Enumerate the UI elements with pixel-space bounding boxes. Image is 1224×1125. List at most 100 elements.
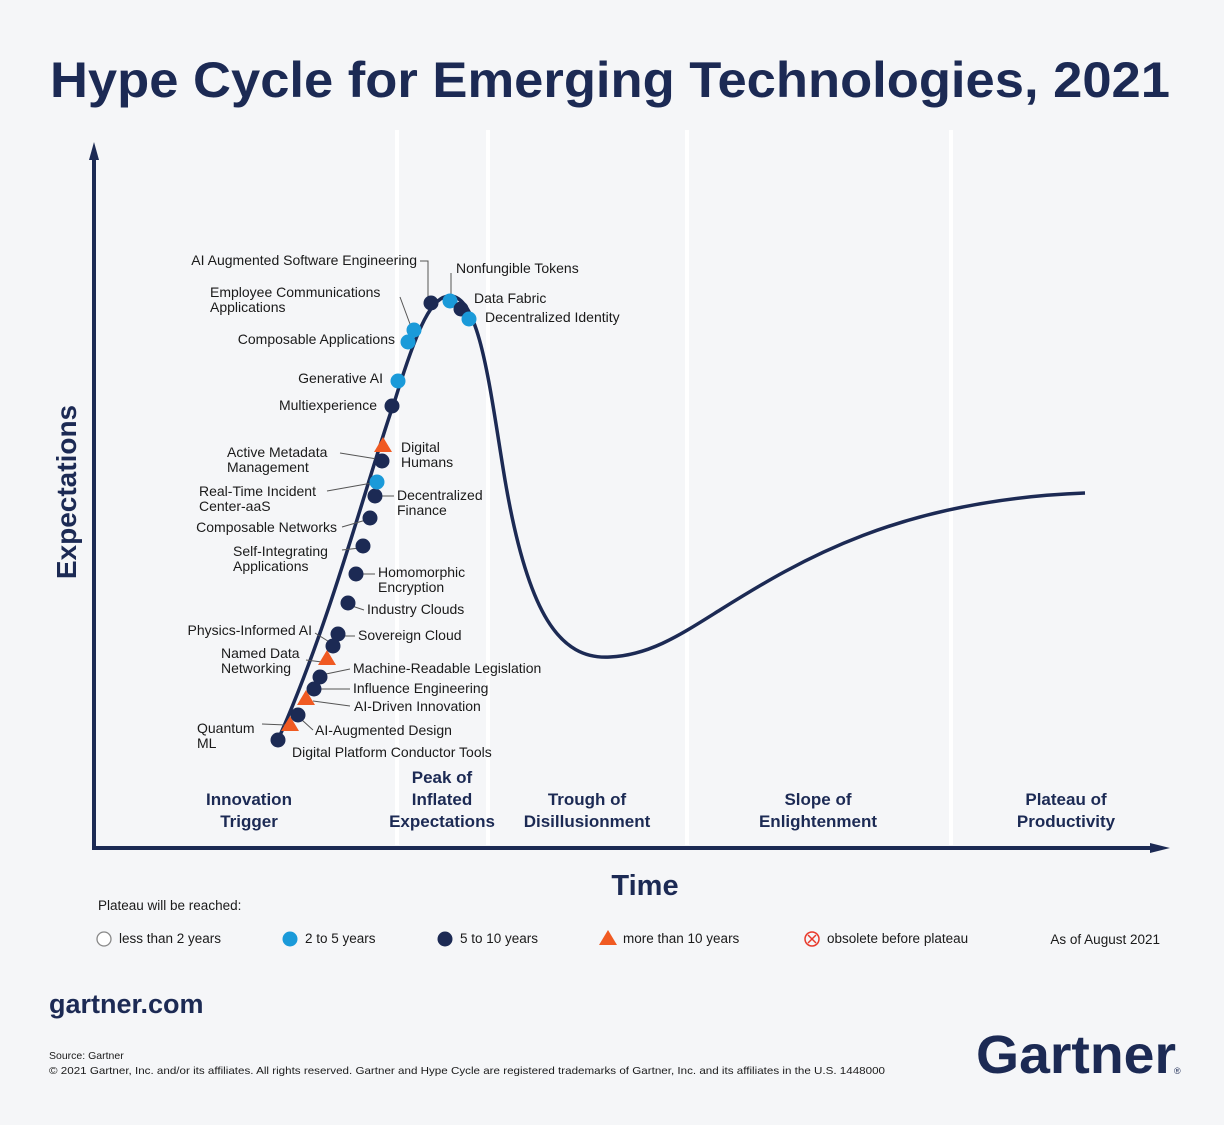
point-marker [461, 311, 477, 327]
legend-marker-triangle [599, 930, 617, 945]
y-axis-label: Expectations [51, 405, 82, 579]
technology-label: Data Fabric [474, 290, 546, 306]
phase-label: Expectations [389, 812, 495, 831]
technology-label: Applications [210, 299, 286, 315]
technology-labels: Digital Platform Conductor ToolsQuantumM… [188, 252, 620, 760]
registered-mark: ® [1174, 1066, 1181, 1076]
technology-label: Self-Integrating [233, 543, 328, 559]
phase-label: Disillusionment [524, 812, 651, 831]
technology-label: Digital Platform Conductor Tools [292, 744, 492, 760]
legend-marker-crossed-circle [804, 931, 820, 947]
technology-label: AI-Driven Innovation [354, 698, 481, 714]
technology-label: Sovereign Cloud [358, 627, 462, 643]
triangle-marker [374, 437, 392, 452]
triangle-marker [297, 690, 315, 705]
technology-label: Encryption [378, 579, 444, 595]
x-axis-arrow [1150, 843, 1170, 853]
technology-label: Multiexperience [279, 397, 377, 413]
legend-label: 5 to 10 years [460, 931, 538, 946]
leader-line [399, 296, 411, 325]
technology-label: Machine-Readable Legislation [353, 660, 541, 676]
technology-label: Center-aaS [199, 498, 271, 514]
leader-line [339, 452, 378, 460]
phase-label: Enlightenment [759, 812, 877, 831]
technology-label: Humans [401, 454, 453, 470]
phase-label: Innovation [206, 790, 292, 809]
point-marker [390, 373, 406, 389]
technology-label: Named Data [221, 645, 300, 661]
phase-label: Trigger [220, 812, 278, 831]
technology-label: Industry Clouds [367, 601, 464, 617]
technology-label: Homomorphic [378, 564, 465, 580]
as-of-date: As of August 2021 [1050, 932, 1160, 947]
technology-label: Quantum [197, 720, 255, 736]
technology-label: Active Metadata [227, 444, 328, 460]
point-marker [325, 638, 341, 654]
leader-line [326, 482, 373, 492]
point-marker [270, 732, 286, 748]
technology-label: Composable Applications [238, 331, 395, 347]
technology-label: Physics-Informed AI [188, 622, 313, 638]
chart-title: Hype Cycle for Emerging Technologies, 20… [50, 52, 1170, 108]
technology-label: Digital [401, 439, 440, 455]
technology-label: Influence Engineering [353, 680, 488, 696]
phase-label: Peak of [412, 768, 473, 787]
point-marker [340, 595, 356, 611]
phase-labels: Innovation Trigger Peak of Inflated Expectat… [206, 768, 1116, 831]
legend-label: 2 to 5 years [305, 931, 376, 946]
leader-line [261, 723, 287, 726]
point-marker [367, 488, 383, 504]
leader-line [305, 659, 323, 663]
point-marker [406, 322, 422, 338]
copyright-text: © 2021 Gartner, Inc. and/or its affiliat… [49, 1065, 885, 1077]
legend: less than 2 years 2 to 5 years 5 to 10 yea… [96, 930, 968, 947]
phase-dividers [395, 130, 953, 845]
legend-title: Plateau will be reached: [98, 898, 241, 913]
legend-marker-hollow-circle [96, 931, 112, 947]
point-marker [369, 474, 385, 490]
technology-label: Decentralized Identity [485, 309, 620, 325]
technology-label: Employee Communications [210, 284, 380, 300]
technology-label: AI Augmented Software Engineering [191, 252, 417, 268]
leader-line [312, 700, 351, 707]
point-marker [290, 707, 306, 723]
x-axis-label: Time [611, 870, 678, 902]
point-marker [355, 538, 371, 554]
leader-line [341, 519, 367, 528]
point-marker [423, 295, 439, 311]
legend-label: obsolete before plateau [827, 931, 968, 946]
point-marker [374, 453, 390, 469]
technology-label: Networking [221, 660, 291, 676]
triangle-marker [318, 650, 336, 665]
leader-line [420, 260, 429, 297]
source-text: Source: Gartner [49, 1050, 124, 1062]
point-marker [362, 510, 378, 526]
legend-marker-circle [437, 931, 453, 947]
site-url: gartner.com [49, 989, 204, 1019]
technology-label: AI-Augmented Design [315, 722, 452, 738]
y-axis-arrow [89, 142, 99, 160]
point-marker [348, 566, 364, 582]
triangle-marker [281, 716, 299, 731]
leader-lines [261, 260, 452, 731]
point-marker [442, 293, 458, 309]
phase-label: Inflated [412, 790, 472, 809]
leader-line [325, 668, 351, 675]
technology-label: ML [197, 735, 217, 751]
point-marker [312, 669, 328, 685]
gartner-logo: Gartner [976, 1025, 1176, 1085]
point-marker [384, 398, 400, 414]
technology-label: Decentralized [397, 487, 483, 503]
phase-label: Trough of [548, 790, 627, 809]
technology-label: Generative AI [298, 370, 383, 386]
point-marker [306, 681, 322, 697]
point-marker [453, 301, 469, 317]
technology-label: Nonfungible Tokens [456, 260, 579, 276]
technology-label: Real-Time Incident [199, 483, 316, 499]
point-marker [330, 626, 346, 642]
legend-marker-circle [282, 931, 298, 947]
point-marker [400, 334, 416, 350]
technology-points [270, 293, 477, 748]
